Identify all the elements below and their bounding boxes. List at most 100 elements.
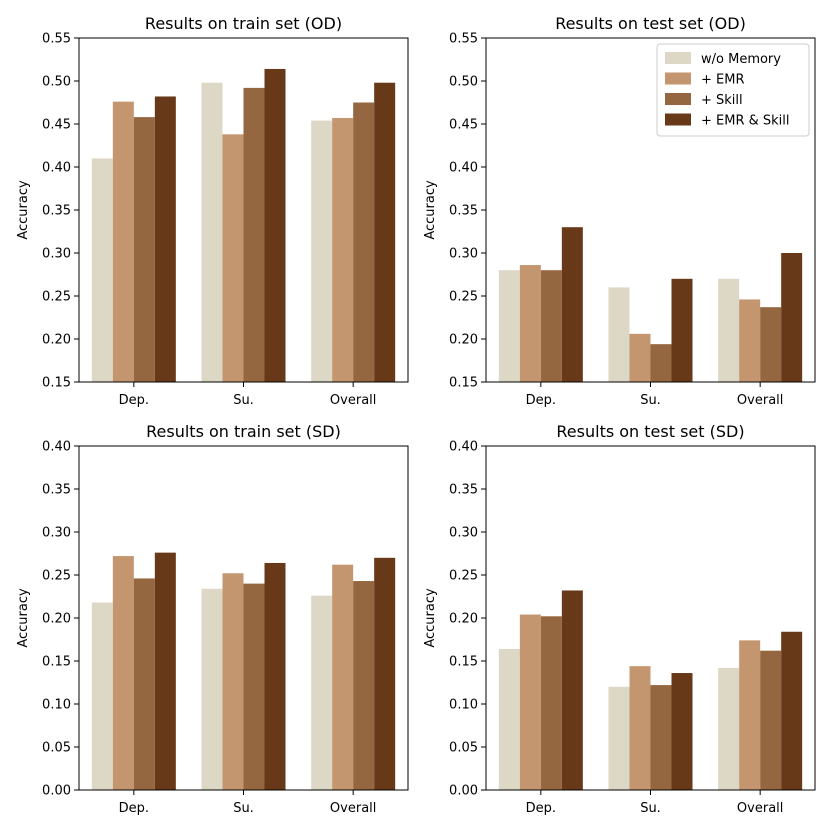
bar-0-3 — [154, 552, 176, 790]
y-tick-label: 0.55 — [449, 32, 478, 47]
bar-1-1 — [629, 666, 651, 790]
y-tick-label: 0.35 — [449, 483, 478, 498]
bar-1-0 — [608, 686, 630, 790]
bar-2-0 — [311, 120, 333, 382]
bar-0-2 — [540, 270, 562, 382]
y-tick-label: 0.15 — [42, 655, 71, 670]
axes-frame — [485, 445, 816, 791]
y-tick-label: 0.30 — [449, 526, 478, 541]
y-tick-label: 0.35 — [449, 204, 478, 219]
y-tick-label: 0.20 — [42, 333, 71, 348]
bar-0-2 — [540, 616, 562, 790]
y-tick-label: 0.10 — [42, 698, 71, 713]
y-tick-label: 0.35 — [42, 204, 71, 219]
legend-swatch-1 — [665, 72, 691, 85]
y-tick-label: 0.05 — [42, 741, 71, 756]
bar-2-1 — [739, 299, 761, 382]
x-tick-label: Dep. — [119, 393, 149, 408]
bar-2-2 — [760, 650, 782, 790]
bar-2-3 — [374, 557, 396, 790]
bar-2-1 — [332, 564, 354, 790]
bar-0-0 — [91, 602, 113, 790]
y-tick-label: 0.25 — [449, 290, 478, 305]
y-tick-label: 0.25 — [42, 290, 71, 305]
bar-0-1 — [112, 556, 134, 790]
bar-1-3 — [264, 68, 286, 383]
chart-panel-3: Results on test set (SD) Accuracy 0.00 0.05… — [423, 422, 816, 816]
bar-0-3 — [561, 590, 583, 790]
x-tick-label: Overall — [330, 801, 376, 816]
y-tick-label: 0.00 — [42, 784, 71, 799]
y-tick-label: 0.30 — [449, 247, 478, 262]
bar-0-3 — [154, 96, 176, 382]
bar-0-0 — [91, 158, 113, 382]
bar-1-1 — [222, 134, 244, 382]
legend-label-1: + EMR — [701, 73, 745, 88]
y-tick-label: 0.40 — [42, 161, 71, 176]
chart-title: Results on train set (OD) — [145, 14, 342, 33]
x-tick-label: Overall — [737, 801, 783, 816]
y-tick-label: 0.15 — [42, 376, 71, 391]
bar-1-0 — [201, 588, 223, 790]
chart-panel-0: Results on train set (OD) Accuracy 0.15 0.2… — [16, 14, 409, 408]
y-tick-label: 0.10 — [449, 698, 478, 713]
legend-label-2: + Skill — [701, 93, 743, 108]
bar-1-2 — [243, 583, 265, 790]
bar-0-2 — [133, 117, 155, 383]
y-tick-label: 0.40 — [449, 440, 478, 455]
y-axis-label: Accuracy — [423, 588, 438, 648]
bar-2-0 — [718, 278, 740, 382]
bar-1-3 — [264, 562, 286, 790]
bar-0-3 — [561, 227, 583, 382]
y-tick-label: 0.35 — [42, 483, 71, 498]
y-tick-label: 0.20 — [449, 333, 478, 348]
x-tick-label: Su. — [233, 801, 254, 816]
bar-2-2 — [760, 307, 782, 382]
legend-label-0: w/o Memory — [701, 52, 781, 67]
bar-2-3 — [781, 253, 803, 382]
x-tick-label: Su. — [640, 801, 661, 816]
y-tick-label: 0.40 — [449, 161, 478, 176]
bar-0-0 — [498, 270, 520, 382]
legend-swatch-3 — [665, 113, 691, 126]
y-tick-label: 0.20 — [449, 612, 478, 627]
legend-box — [656, 43, 810, 137]
y-tick-label: 0.15 — [449, 376, 478, 391]
x-tick-label: Dep. — [119, 801, 149, 816]
bar-2-3 — [374, 82, 396, 382]
bar-2-3 — [781, 631, 803, 790]
bar-2-1 — [332, 117, 354, 382]
bar-1-3 — [671, 278, 693, 382]
legend: w/o Memory + EMR + Skill + EMR & Skill — [656, 43, 810, 137]
bar-0-2 — [133, 578, 155, 790]
axes-frame — [78, 37, 409, 383]
bar-2-0 — [311, 595, 333, 790]
chart-panel-2: Results on train set (SD) Accuracy 0.00 0.0… — [16, 422, 409, 816]
y-tick-label: 0.45 — [449, 118, 478, 133]
legend-swatch-0 — [665, 52, 691, 64]
chart-title: Results on train set (SD) — [146, 422, 341, 441]
x-tick-label: Dep. — [526, 801, 556, 816]
chart-panel-1: Results on test set (OD) Accuracy 0.15 0.20… — [423, 14, 816, 408]
x-tick-label: Su. — [640, 393, 661, 408]
chart-title: Results on test set (OD) — [555, 14, 746, 33]
y-tick-label: 0.25 — [42, 569, 71, 584]
y-tick-label: 0.40 — [42, 440, 71, 455]
bar-2-1 — [739, 640, 761, 790]
bar-1-0 — [201, 82, 223, 382]
y-tick-label: 0.20 — [42, 612, 71, 627]
bar-0-1 — [519, 265, 541, 382]
y-tick-label: 0.30 — [42, 247, 71, 262]
y-tick-label: 0.50 — [42, 75, 71, 90]
axes-frame — [485, 37, 816, 383]
y-tick-label: 0.30 — [42, 526, 71, 541]
bar-0-1 — [112, 101, 134, 382]
chart-title: Results on test set (SD) — [556, 422, 744, 441]
x-tick-label: Overall — [330, 393, 376, 408]
bar-2-2 — [353, 102, 375, 382]
y-axis-label: Accuracy — [16, 588, 31, 648]
y-tick-label: 0.50 — [449, 75, 478, 90]
bar-0-0 — [498, 648, 520, 790]
y-axis-label: Accuracy — [423, 180, 438, 240]
